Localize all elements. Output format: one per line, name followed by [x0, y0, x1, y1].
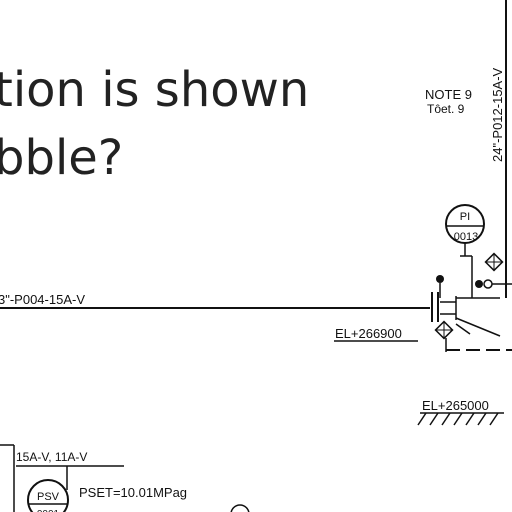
diamond-valve-icon: [486, 254, 503, 271]
question-text-line1: tion is shown: [0, 66, 309, 114]
vent-point-icon: [475, 280, 483, 288]
psv-tag-label: PSV: [37, 491, 60, 503]
pressure-indicator-bubble: PI 0013: [446, 205, 484, 256]
psv-set-pressure: PSET=10.01MPag: [79, 485, 187, 500]
main-line-label: 3"-P004-15A-V: [0, 292, 85, 307]
diamond-valve-icon-lower: [436, 322, 453, 339]
elevation-label-2: EL+265000: [422, 398, 489, 413]
elevation-label-1: EL+266900: [335, 326, 402, 341]
note-label-line2: Tôet. 9: [427, 102, 465, 116]
question-text-line2: bble?: [0, 134, 123, 182]
psv-spec-label: 15A-V, 11A-V: [16, 450, 87, 464]
pi-tag-label: PI: [460, 211, 470, 223]
note-label-line1: NOTE 9: [425, 87, 472, 102]
pi-number-label: 0013: [454, 231, 478, 243]
vertical-line-label: 24"-P012-15A-V: [490, 67, 505, 162]
drain-point-icon: [436, 275, 444, 283]
partial-bubble-icon: [231, 505, 249, 512]
ground-hatch: [418, 413, 504, 425]
